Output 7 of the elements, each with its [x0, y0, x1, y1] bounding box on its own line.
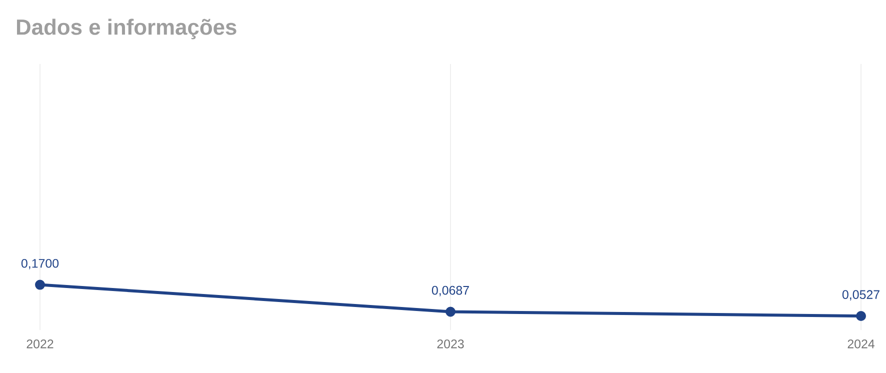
x-tick-label: 2022: [26, 340, 54, 348]
data-label: 0,0687: [432, 286, 469, 296]
x-tick-label: 2024: [848, 340, 874, 348]
data-label: 0,1700: [21, 258, 59, 270]
data-label: 0,0527: [842, 290, 880, 300]
x-tick-label: 2023: [437, 340, 464, 348]
chart-title: Dados e informações: [16, 18, 236, 40]
